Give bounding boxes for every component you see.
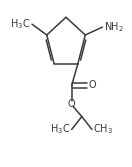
- Text: H$_3$C: H$_3$C: [50, 123, 70, 136]
- Text: NH$_2$: NH$_2$: [104, 20, 124, 34]
- Text: H$_3$C: H$_3$C: [10, 17, 31, 31]
- Text: O: O: [68, 99, 76, 109]
- Text: O: O: [89, 80, 96, 91]
- Text: CH$_3$: CH$_3$: [93, 123, 113, 136]
